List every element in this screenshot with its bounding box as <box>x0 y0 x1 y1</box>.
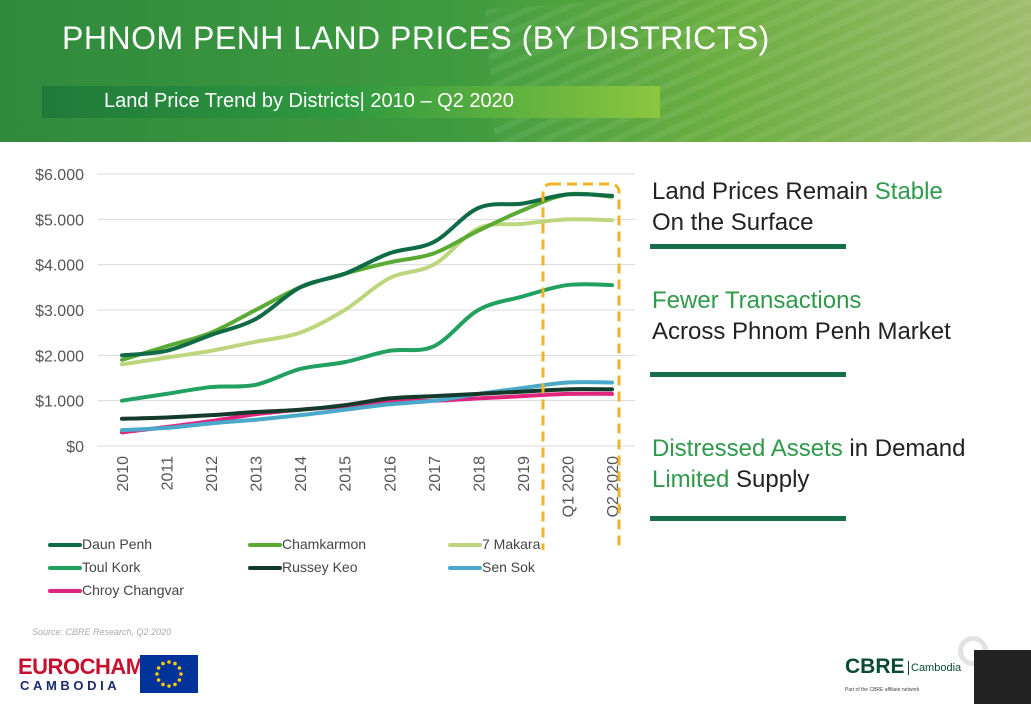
series-line-toul-kork <box>120 282 614 403</box>
x-tick-label: 2019 <box>516 456 533 492</box>
eu-flag-icon <box>140 655 198 693</box>
series-line-sen-sok <box>120 380 614 433</box>
cbre-logo-sub: Cambodia <box>908 661 961 675</box>
subtitle-bar: Land Price Trend by Districts| 2010 – Q2… <box>42 86 660 118</box>
y-tick-label: $0 <box>66 439 84 456</box>
bullet-supply-highlight: Limited <box>652 466 730 493</box>
land-price-line-chart: $0 $1.000 $2.000 $3.000 $4.000 $5.000 $6.000 20… <box>35 167 635 550</box>
eu-star-icon <box>156 678 161 682</box>
x-tick-label: 2017 <box>427 456 444 492</box>
bullet-transactions-highlight: Fewer Transactions <box>652 287 862 314</box>
eu-star-icon <box>161 682 165 687</box>
bullet-distressed-suffix: in Demand <box>842 435 966 462</box>
cbre-logo: CBRE Cambodia Part of the CBRE affiliate… <box>845 655 965 697</box>
bullet-rule-3 <box>650 516 846 521</box>
legend-label: Sen Sok <box>482 559 535 575</box>
legend-label: Daun Penh <box>82 536 153 552</box>
eu-star-icon <box>179 672 183 676</box>
bullet-transactions: Fewer Transactions Across Phnom Penh Mar… <box>652 285 951 347</box>
eu-star-icon <box>161 661 165 666</box>
legend-label: Toul Kork <box>82 559 141 575</box>
x-tick-label: 2016 <box>382 456 399 492</box>
eu-star-icon <box>167 660 171 664</box>
legend-swatch <box>48 589 82 593</box>
x-tick-label: Q1 2020 <box>560 456 577 517</box>
bullet-stable-line2: On the Surface <box>652 209 814 236</box>
eurocham-logo-sub: CAMBODIA <box>20 678 121 693</box>
legend-label: Chamkarmon <box>282 536 367 552</box>
x-tick-label: 2012 <box>204 456 221 492</box>
x-tick-label: 2010 <box>115 456 132 492</box>
y-tick-label: $5.000 <box>35 212 84 229</box>
page-title: PHNOM PENH LAND PRICES (BY DISTRICTS) <box>62 20 770 56</box>
eu-star-icon <box>173 661 177 666</box>
eurocham-logo-part1: EURO <box>18 654 80 679</box>
eu-star-icon <box>177 666 182 670</box>
bullet-rule-2 <box>650 372 846 377</box>
eu-star-icon <box>155 672 159 676</box>
eu-star-icon <box>173 682 177 687</box>
x-tick-label: 2011 <box>160 456 177 491</box>
bullet-stable-highlight: Stable <box>874 178 943 205</box>
y-tick-label: $2.000 <box>35 348 84 365</box>
chart-legend: Daun Penh Chamkarmon 7 Makara Toul Kork Russ… <box>48 536 608 606</box>
x-tick-label: Q2 2020 <box>605 456 622 517</box>
legend-swatch <box>48 543 82 547</box>
cbre-logo-tagline: Part of the CBRE affiliate network <box>845 687 920 693</box>
header-banner: PHNOM PENH LAND PRICES (BY DISTRICTS) La… <box>0 0 1031 142</box>
x-tick-label: 2018 <box>471 456 488 492</box>
page-subtitle: Land Price Trend by Districts| 2010 – Q2… <box>104 90 514 112</box>
legend-label: Russey Keo <box>282 559 358 575</box>
eurocham-logo: EUROCHAM CAMBODIA <box>18 654 144 694</box>
x-tick-label: 2014 <box>293 456 310 492</box>
source-note: Source: CBRE Research, Q2 2020 <box>32 627 172 637</box>
legend-label: Chroy Changvar <box>82 582 184 598</box>
highlight-box <box>541 182 621 550</box>
legend-label: 7 Makara <box>482 536 541 552</box>
x-tick-label: 2013 <box>249 456 266 492</box>
bullet-stable: Land Prices Remain Stable On the Surface <box>652 176 943 238</box>
bullet-transactions-line2: Across Phnom Penh Market <box>652 318 951 345</box>
legend-swatch <box>248 543 282 547</box>
eu-star-icon <box>177 678 182 682</box>
legend-swatch <box>448 543 482 547</box>
eurocham-logo-part2: CHAM <box>79 654 145 679</box>
bullet-rule-1 <box>650 244 846 249</box>
legend-swatch <box>48 566 82 570</box>
legend-swatch <box>448 566 482 570</box>
legend-swatch <box>248 566 282 570</box>
eu-star-icon <box>156 666 161 670</box>
eu-star-icon <box>167 684 171 688</box>
bullet-distressed: Distressed Assets in Demand Limited Supp… <box>652 433 965 495</box>
cbre-logo-text: CBRE <box>845 655 905 678</box>
corner-decoration <box>974 650 1031 704</box>
series-line-7-makara <box>120 217 614 367</box>
bullet-distressed-highlight: Distressed Assets <box>652 435 843 462</box>
x-tick-label: 2015 <box>338 456 355 492</box>
series-line-chamkarmon <box>120 191 614 362</box>
series-line-russey-keo <box>120 387 614 421</box>
bullet-supply-suffix: Supply <box>729 466 810 493</box>
bullet-stable-prefix: Land Prices Remain <box>652 178 875 205</box>
series-line-daun-penh <box>120 192 614 358</box>
y-tick-label: $6.000 <box>35 167 84 184</box>
y-tick-label: $3.000 <box>35 303 84 320</box>
y-tick-label: $1.000 <box>35 394 84 411</box>
y-tick-label: $4.000 <box>35 258 84 275</box>
